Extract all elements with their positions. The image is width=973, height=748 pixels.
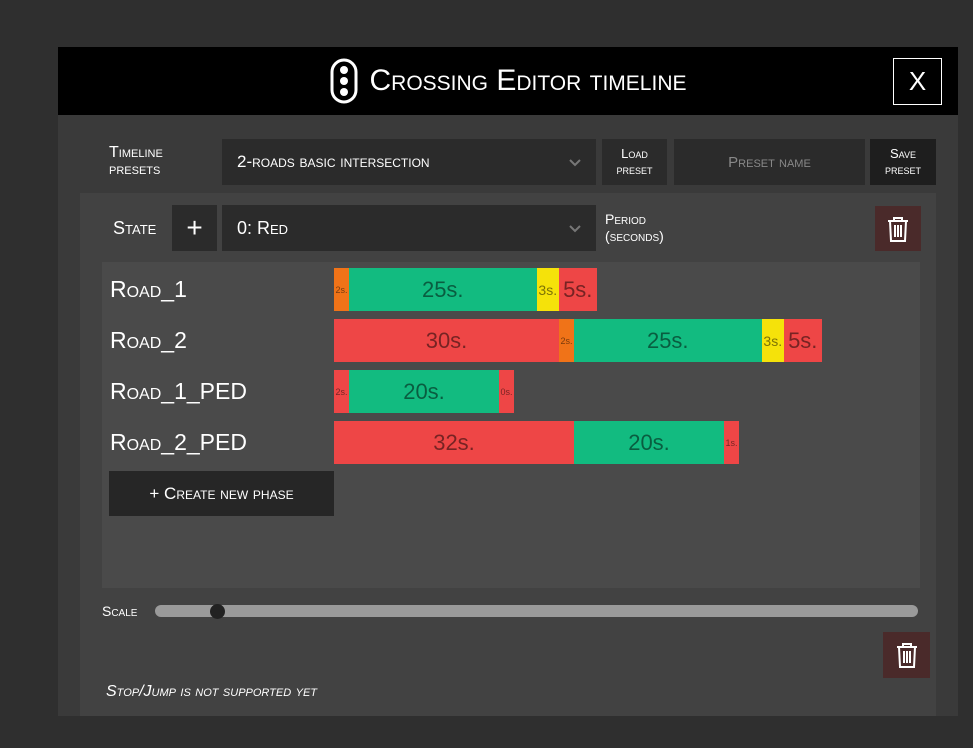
load-button[interactable]: Load preset (602, 139, 667, 185)
delete-button[interactable] (883, 632, 930, 678)
note: Stop/Jump is not supported yet (106, 683, 318, 700)
phase-segment[interactable]: 0s. (499, 370, 514, 413)
phase-segment[interactable]: 20s. (349, 370, 499, 413)
phase-segment[interactable]: 2s. (334, 370, 349, 413)
header: Crossing Editor timeline (58, 47, 958, 115)
delete-state-button[interactable] (875, 206, 921, 251)
presets-label: Timeline presets (109, 144, 163, 178)
phase-segment[interactable]: 5s. (559, 268, 597, 311)
state-dropdown[interactable]: 0: Red (222, 205, 596, 251)
phase-segment[interactable]: 5s. (784, 319, 822, 362)
phase-segment[interactable]: 20s. (574, 421, 724, 464)
phase-segment[interactable]: 3s. (536, 268, 559, 311)
trash-icon (896, 643, 917, 668)
save-button[interactable]: Save preset (870, 139, 936, 185)
traffic-light-icon (330, 58, 357, 104)
scale-thumb[interactable] (210, 604, 225, 619)
road-name: Road_1_PED (110, 378, 247, 404)
phase-bar: 2s. 25s. 3s. 5s. (334, 268, 597, 311)
phase-segment[interactable]: 25s. (349, 268, 537, 311)
close-button[interactable]: X (893, 58, 942, 105)
scale-track[interactable] (155, 605, 918, 617)
road-name: Road_1 (110, 276, 187, 302)
preset-dropdown[interactable]: 2-roads basic intersection (222, 139, 596, 185)
road-name: Road_2_PED (110, 429, 247, 455)
road-name: Road_2 (110, 327, 187, 353)
preset-selected: 2-roads basic intersection (237, 152, 430, 171)
phase-segment[interactable]: 30s. (334, 319, 559, 362)
phase-bar: 32s. 20s. 1s. (334, 421, 739, 464)
chevron (569, 225, 581, 233)
phase-segment[interactable]: 2s. (559, 319, 574, 362)
phase-bar: 30s. 2s. 25s. 3s. 5s. (334, 319, 822, 362)
trash-icon (888, 216, 908, 242)
phase-segment[interactable]: 3s. (761, 319, 784, 362)
preset-name-input[interactable]: Preset name (674, 139, 865, 185)
add-state-button[interactable]: + (172, 205, 217, 251)
create-phase-button[interactable]: + Create new phase (109, 471, 334, 516)
period-label: Period (seconds) (605, 211, 664, 244)
phase-segment[interactable]: 1s. (724, 421, 739, 464)
state-label: State (113, 217, 157, 238)
chevron (569, 159, 581, 167)
phase-segment[interactable]: 25s. (574, 319, 762, 362)
state-selected: 0: Red (237, 217, 289, 238)
scale-label: Scale (102, 603, 138, 619)
phase-segment[interactable]: 2s. (334, 268, 349, 311)
phase-segment[interactable]: 32s. (334, 421, 574, 464)
title: Crossing Editor timeline (369, 64, 687, 97)
phase-bar: 2s. 20s. 0s. (334, 370, 514, 413)
